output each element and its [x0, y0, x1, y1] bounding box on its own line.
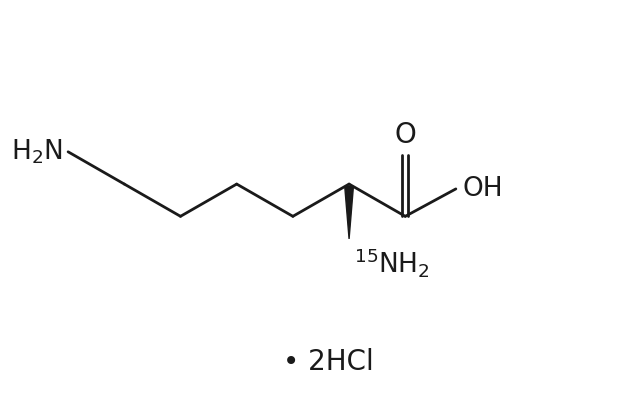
Text: OH: OH	[462, 176, 502, 202]
Text: • 2HCl: • 2HCl	[283, 348, 374, 376]
Text: $^{15}$NH$_2$: $^{15}$NH$_2$	[354, 246, 429, 279]
Polygon shape	[345, 187, 353, 239]
Text: H$_2$N: H$_2$N	[12, 138, 63, 166]
Text: O: O	[394, 121, 416, 149]
